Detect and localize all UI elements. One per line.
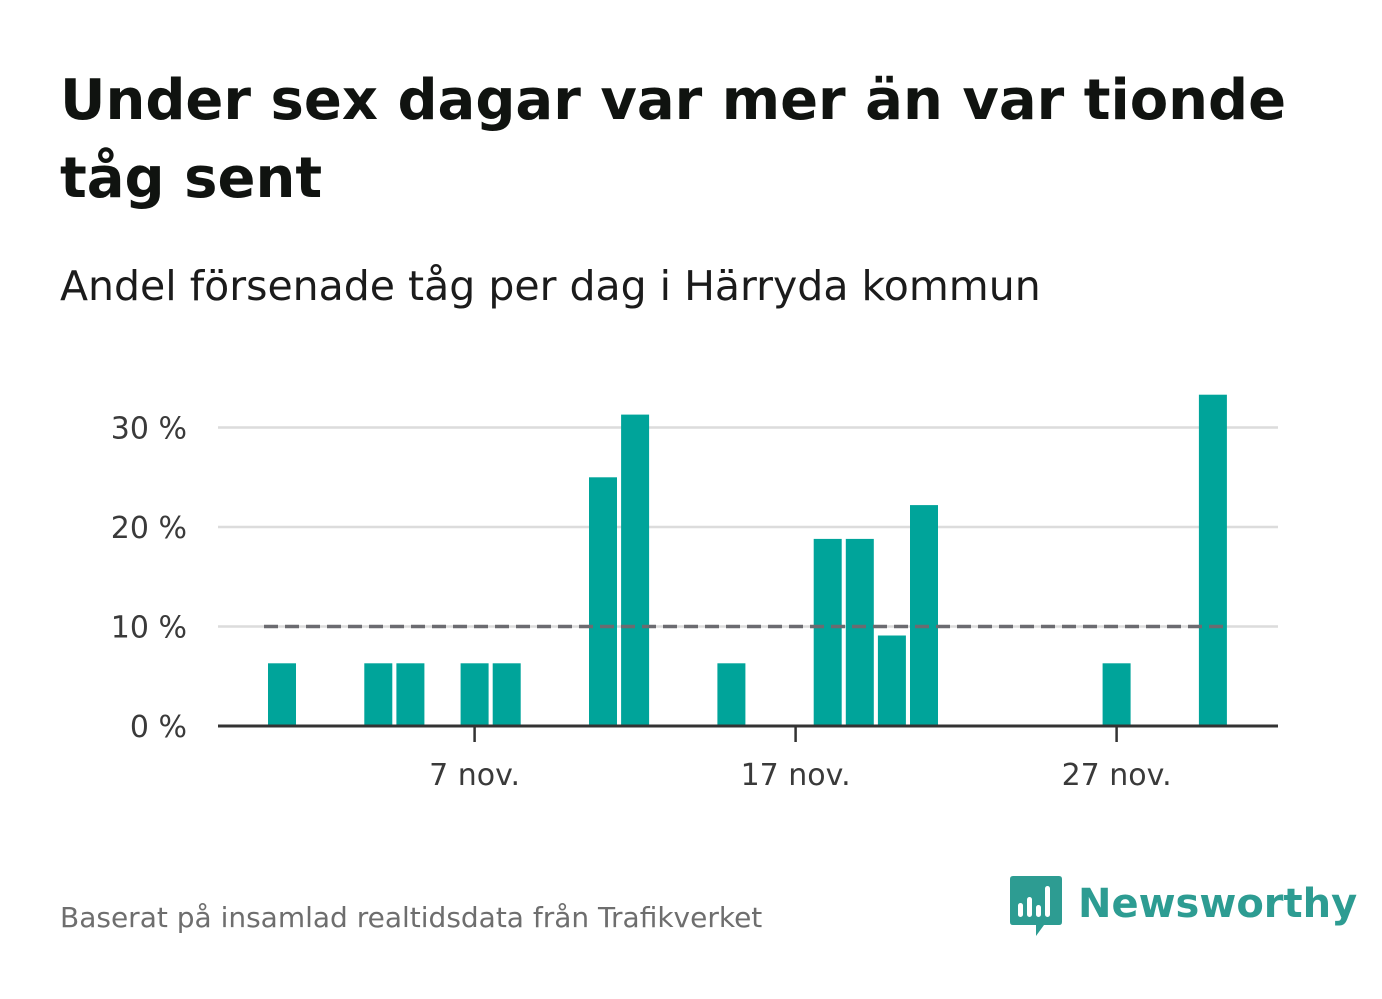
bar-nov-30	[1198, 394, 1227, 726]
bar-nov-4	[364, 663, 393, 726]
x-axis-ticks: 7 nov. 17 nov. 27 nov.	[429, 726, 1172, 793]
y-tick-label: 20 %	[111, 511, 187, 546]
chart-title: Under sex dagar var mer än var tionde tå…	[60, 68, 1287, 211]
source-note: Baserat på insamlad realtidsdata från Tr…	[60, 901, 763, 934]
bar-nov-18	[813, 538, 842, 726]
newsworthy-logo-icon	[1010, 876, 1062, 936]
x-tick-label: 17 nov.	[741, 758, 851, 793]
bar-nov-12	[621, 414, 650, 726]
grid-lines	[218, 426, 1278, 628]
y-tick-label: 30 %	[111, 412, 187, 447]
bar-nov-21	[910, 505, 938, 726]
bar-nov-20	[877, 635, 906, 726]
bar-nov-5	[396, 663, 425, 726]
bar-nov-8	[492, 663, 521, 726]
chart-subtitle: Andel försenade tåg per dag i Härryda ko…	[60, 262, 1041, 310]
bar-nov-15	[717, 663, 746, 726]
newsworthy-logo[interactable]: Newsworthy	[1010, 876, 1357, 942]
brand-name: Newsworthy	[1078, 881, 1358, 927]
x-tick-label: 27 nov.	[1062, 758, 1172, 793]
bar-nov-11	[589, 477, 617, 726]
y-tick-label: 10 %	[111, 611, 187, 646]
bar-nov-1	[268, 663, 296, 726]
bar-chart: 0 % 10 % 20 % 30 % 7 nov. 17 nov. 27 nov.	[111, 394, 1278, 793]
y-axis-ticks: 0 % 10 % 20 % 30 %	[111, 412, 187, 746]
x-tick-label: 7 nov.	[429, 758, 520, 793]
y-tick-label: 0 %	[130, 710, 187, 745]
bar-nov-27	[1102, 663, 1131, 726]
bars	[268, 394, 1227, 726]
bar-nov-19	[845, 538, 874, 726]
bar-nov-7	[460, 663, 489, 726]
